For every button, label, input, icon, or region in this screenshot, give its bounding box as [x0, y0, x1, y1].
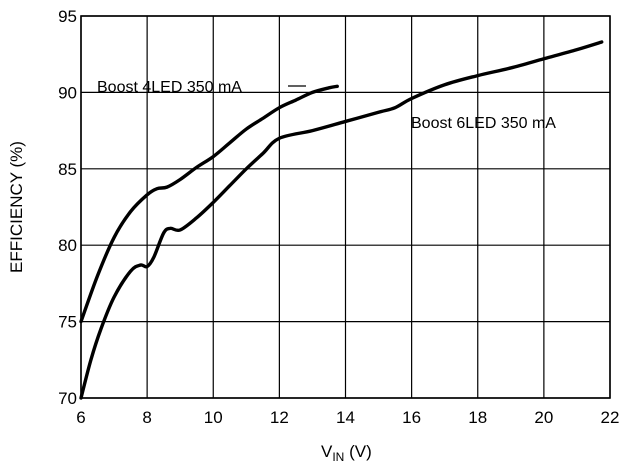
- series-6led-line: [79, 40, 604, 400]
- tick-labels: 6 8 10 12 14 16 18 20 22 70 75 80 85 90 95: [58, 7, 619, 427]
- annotation-6led: Boost 6LED 350 mA: [411, 115, 556, 132]
- y-tick-label: 95: [58, 7, 77, 26]
- x-tick-label: 22: [601, 408, 620, 427]
- x-axis-label-sub: IN: [332, 450, 344, 464]
- annotation-4led: Boost 4LED 350 mA: [97, 79, 242, 96]
- x-axis-label: VIN (V): [321, 442, 372, 464]
- x-axis-label-main: V: [321, 442, 333, 461]
- grid: [80, 15, 611, 399]
- x-tick-label: 18: [468, 408, 487, 427]
- x-tick-label: 16: [402, 408, 421, 427]
- y-tick-label: 90: [58, 83, 77, 102]
- plot-frame: [80, 15, 611, 399]
- x-tick-label: 10: [204, 408, 223, 427]
- y-tick-label: 80: [58, 236, 77, 255]
- x-tick-label: 6: [76, 408, 85, 427]
- x-tick-label: 8: [142, 408, 151, 427]
- y-tick-label: 70: [58, 389, 77, 408]
- y-tick-label: 85: [58, 160, 77, 179]
- x-tick-label: 20: [534, 408, 553, 427]
- x-tick-label: 14: [336, 408, 355, 427]
- x-tick-label: 12: [270, 408, 289, 427]
- y-tick-label: 75: [58, 313, 77, 332]
- series-4led-line: [79, 84, 339, 324]
- y-axis-label: EFFICIENCY (%): [7, 141, 26, 273]
- x-axis-label-unit: (V): [344, 442, 371, 461]
- series-group: [79, 40, 604, 400]
